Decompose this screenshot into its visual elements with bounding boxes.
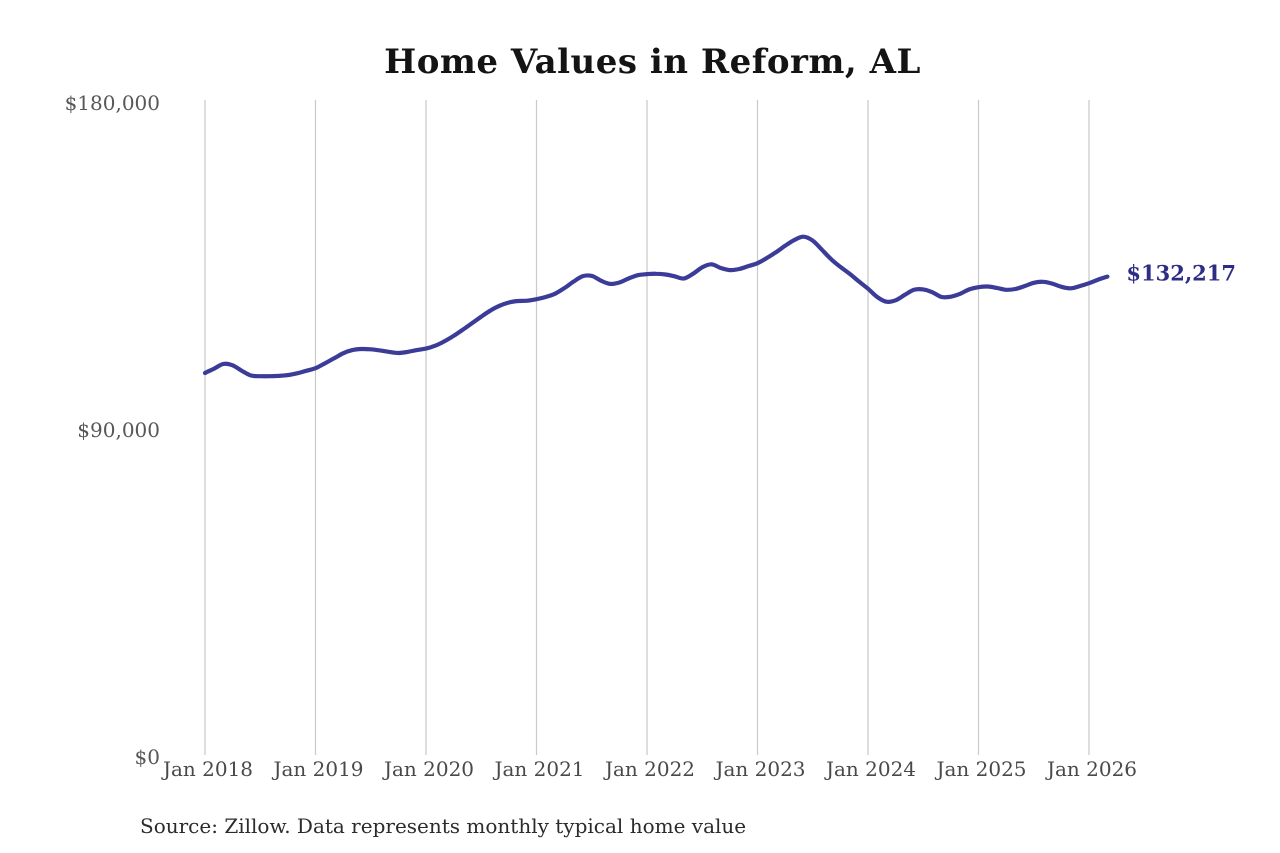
home-value-line <box>202 234 1110 379</box>
x-tick-label: Jan 2021 <box>492 757 584 781</box>
y-tick-label: $90,000 <box>77 418 160 442</box>
chart-title: Home Values in Reform, AL <box>384 42 921 82</box>
x-tick-label: Jan 2024 <box>824 757 916 781</box>
x-tick-label: Jan 2018 <box>161 757 253 781</box>
x-tick-label: Jan 2022 <box>603 757 695 781</box>
x-tick-label: Jan 2020 <box>382 757 474 781</box>
y-tick-label: $180,000 <box>65 91 160 115</box>
source-note: Source: Zillow. Data represents monthly … <box>140 814 747 838</box>
x-tick-label: Jan 2023 <box>713 757 805 781</box>
x-tick-label: Jan 2026 <box>1045 757 1137 781</box>
y-tick-label: $0 <box>135 745 160 769</box>
x-tick-label: Jan 2019 <box>271 757 363 781</box>
x-tick-label: Jan 2025 <box>934 757 1026 781</box>
end-value-label: $132,217 <box>1126 261 1236 286</box>
